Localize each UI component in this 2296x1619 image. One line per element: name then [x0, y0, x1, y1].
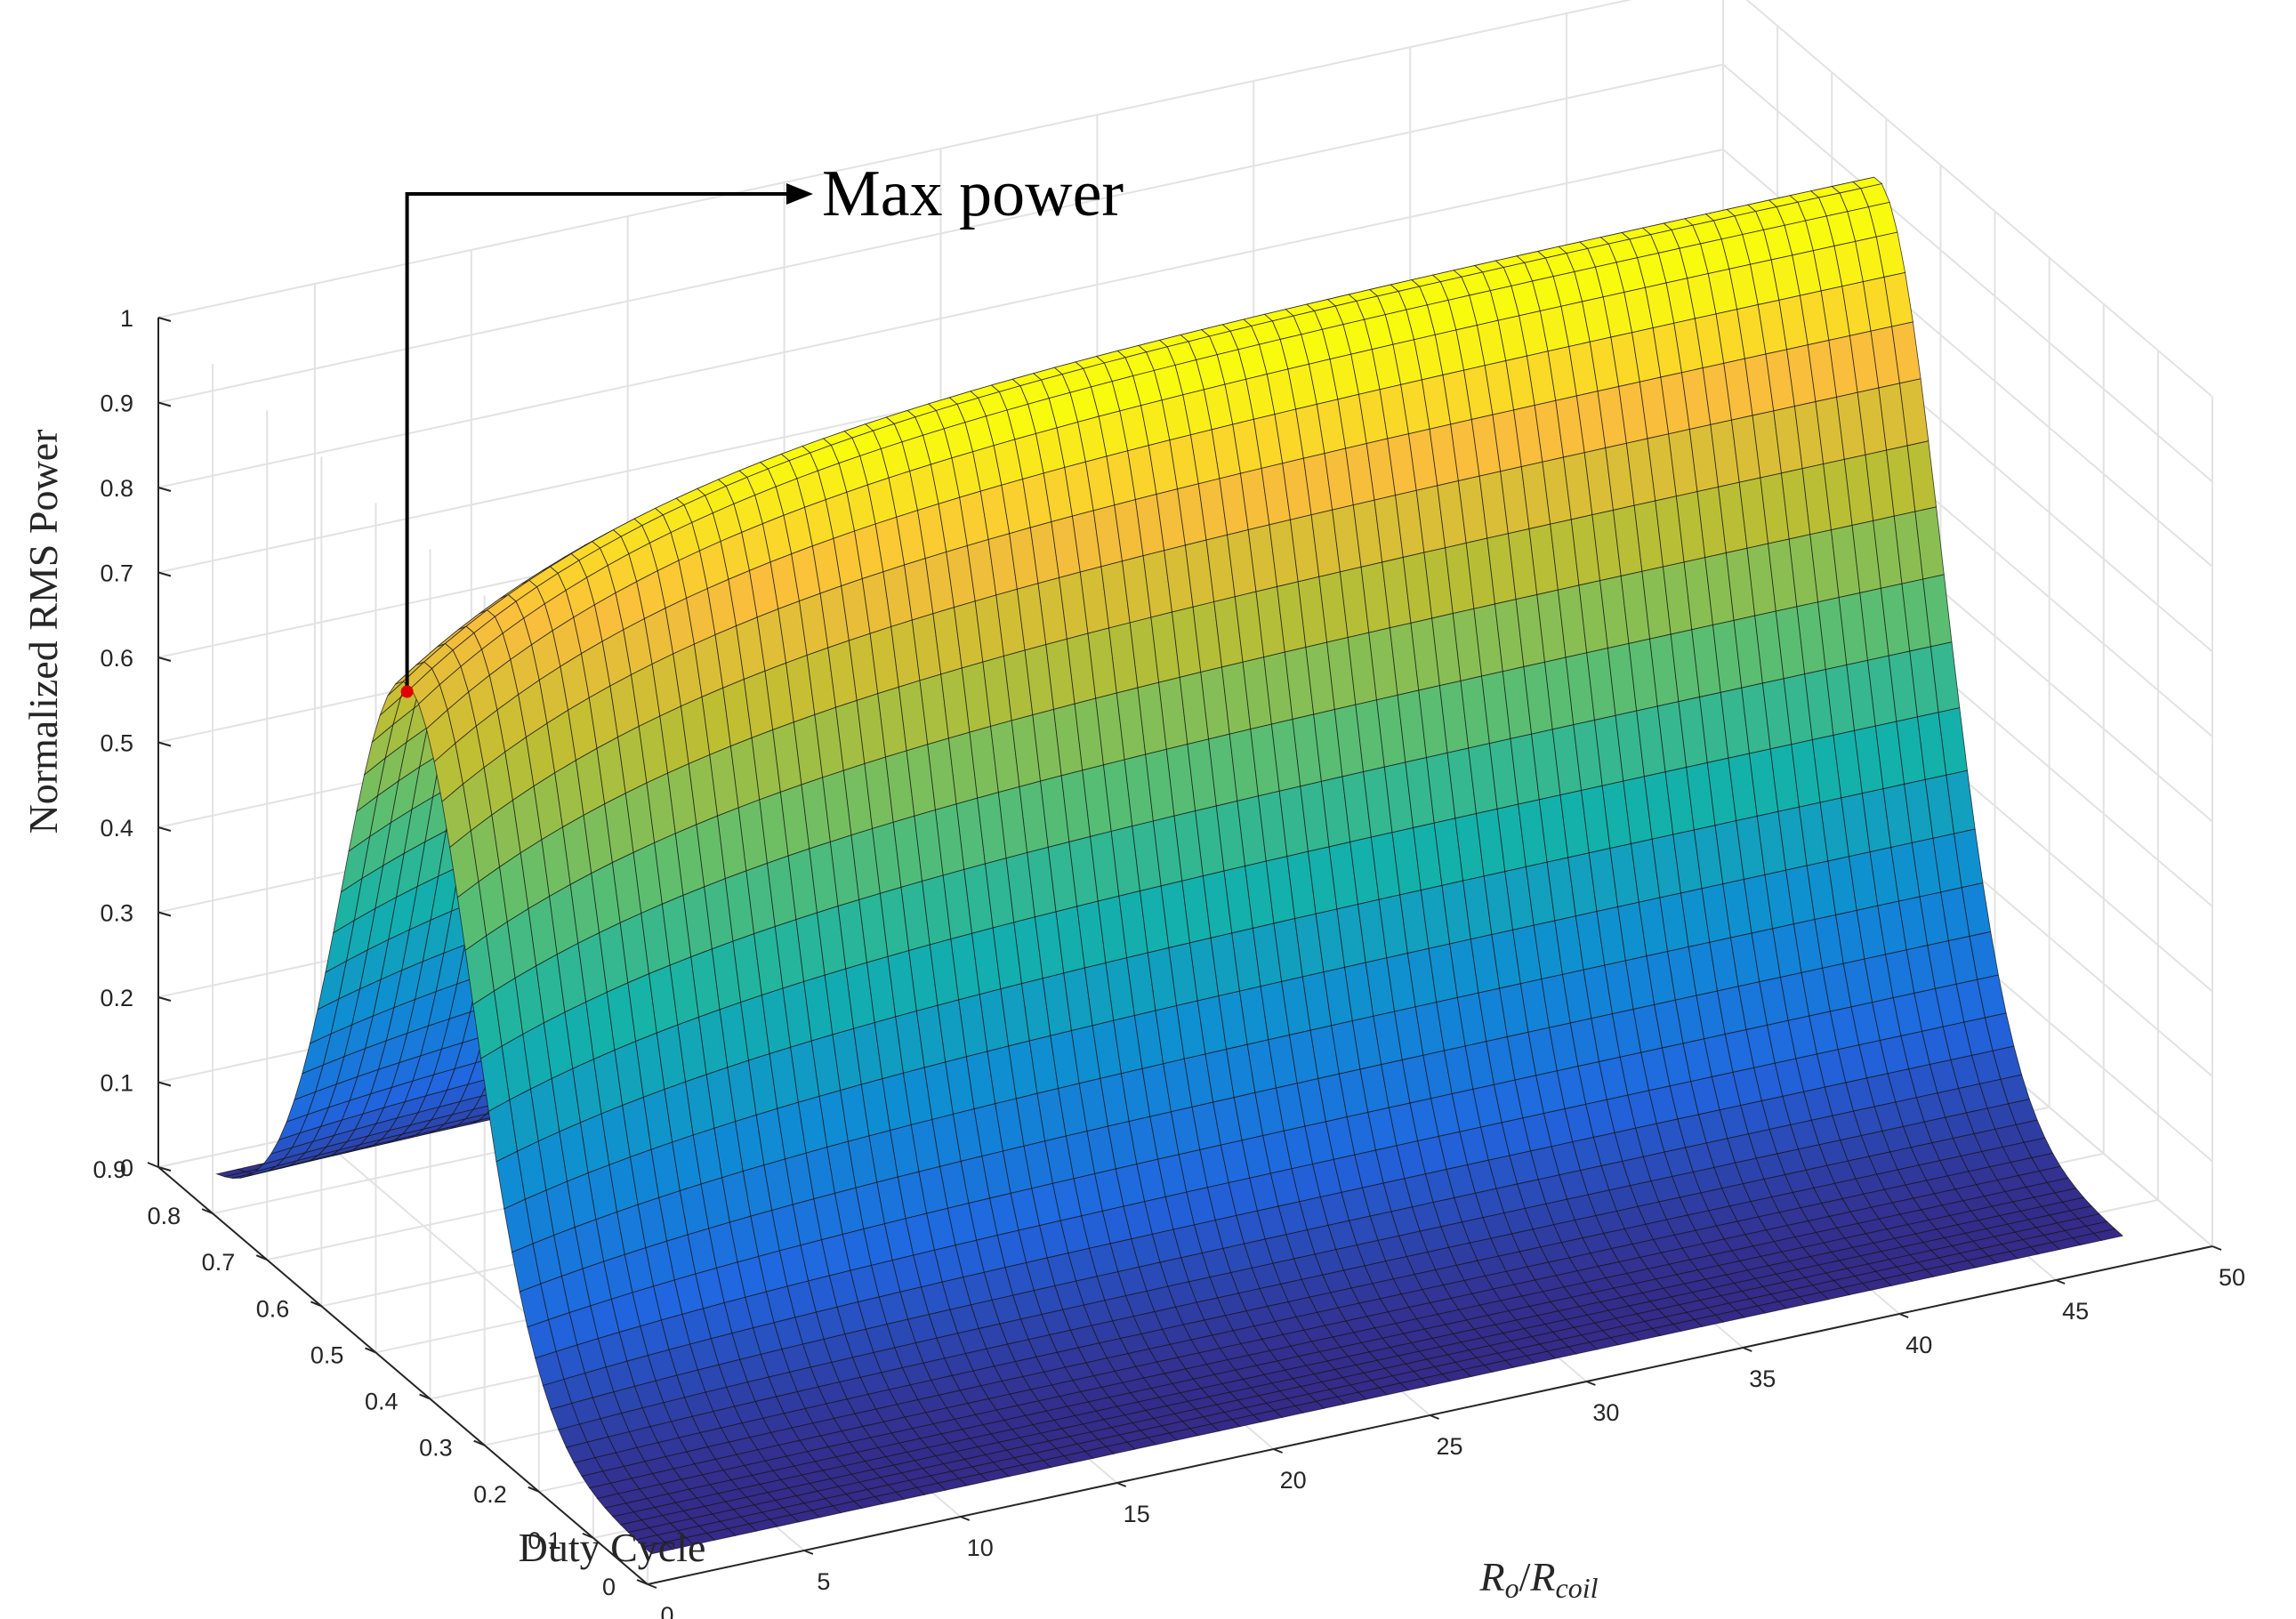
z-tick-mark	[157, 996, 172, 1002]
z-tick-mark	[157, 1081, 172, 1087]
x-axis-label-sub1: o	[1505, 1572, 1519, 1604]
z-tick-mark	[157, 1166, 172, 1172]
x-tick-mark	[2055, 1279, 2066, 1285]
surface	[215, 176, 2124, 1555]
y-tick-mark	[582, 1532, 594, 1539]
z-tick-label: 0.1	[100, 1070, 133, 1097]
x-tick-mark	[960, 1516, 971, 1521]
x-axis-label: Ro/Rcoil	[1479, 1554, 1599, 1604]
x-tick-label: 20	[1280, 1467, 1307, 1494]
x-tick-label: 40	[1905, 1332, 1932, 1358]
z-tick-mark	[157, 317, 172, 322]
y-tick-mark	[201, 1208, 213, 1215]
x-tick-mark	[1430, 1414, 1439, 1420]
grid-line	[1745, 0, 2213, 398]
max-power-marker	[400, 685, 414, 698]
y-tick-label: 0.1	[528, 1527, 561, 1554]
x-axis-label-sub2: coil	[1556, 1572, 1599, 1604]
grid-line	[157, 0, 1633, 318]
y-tick-label: 0.9	[93, 1156, 126, 1183]
y-tick-mark	[147, 1162, 159, 1168]
y-tick-mark	[473, 1439, 486, 1446]
x-tick-label: 5	[817, 1568, 830, 1595]
y-tick-label: 0	[602, 1574, 616, 1600]
x-tick-mark	[1898, 1313, 1909, 1318]
z-tick-mark	[157, 401, 172, 407]
y-tick-label: 0.6	[256, 1295, 290, 1322]
x-axis-label-sep: /	[1519, 1554, 1531, 1599]
z-tick-mark	[157, 741, 172, 747]
y-tick-mark	[255, 1254, 268, 1261]
z-tick-label: 0.2	[100, 985, 133, 1011]
grid-line	[157, 149, 1724, 488]
y-tick-label: 0.7	[202, 1249, 236, 1276]
x-tick-label: 30	[1592, 1399, 1619, 1426]
y-tick-label: 0.2	[473, 1481, 507, 1508]
y-tick-mark	[528, 1486, 540, 1493]
x-axis-label-base: R	[1479, 1554, 1505, 1599]
x-tick-label: 25	[1436, 1433, 1462, 1460]
x-tick-mark	[1273, 1448, 1283, 1454]
z-tick-mark	[157, 571, 172, 577]
x-tick-label: 35	[1749, 1365, 1776, 1392]
z-tick-mark	[157, 656, 172, 662]
x-tick-mark	[803, 1550, 814, 1555]
annotation-arrowhead	[786, 183, 813, 205]
grid-line	[1722, 63, 2213, 483]
x-tick-mark	[647, 1583, 657, 1589]
y-tick-mark	[419, 1393, 431, 1400]
grid-line	[157, 63, 1724, 404]
y-tick-label: 0.4	[365, 1389, 399, 1415]
x-tick-mark	[1586, 1381, 1596, 1386]
y-tick-label: 0.8	[148, 1203, 181, 1229]
y-tick-mark	[310, 1301, 322, 1308]
x-tick-label: 45	[2062, 1298, 2089, 1325]
x-tick-label: 10	[967, 1534, 994, 1561]
z-tick-mark	[157, 487, 172, 492]
z-tick-label: 0.3	[100, 900, 133, 927]
z-axis-label: Normalized RMS Power	[20, 430, 66, 834]
z-tick-label: 0.8	[100, 475, 133, 502]
x-tick-mark	[1116, 1482, 1127, 1487]
tick-labels: 00.10.20.30.40.50.60.70.80.9100.10.20.30…	[93, 305, 2245, 1619]
x-tick-label: 0	[660, 1602, 673, 1619]
z-tick-label: 1	[120, 305, 133, 332]
y-axis-label: Duty Cycle	[519, 1525, 706, 1570]
x-tick-mark	[1742, 1347, 1752, 1352]
x-axis-label-base-2: R	[1529, 1554, 1555, 1599]
annotation-leader-line	[405, 192, 790, 687]
y-tick-mark	[636, 1579, 649, 1585]
z-tick-label: 0.4	[100, 815, 133, 842]
z-tick-label: 0.6	[100, 645, 133, 672]
y-tick-mark	[365, 1347, 376, 1354]
y-axis-line	[157, 1166, 649, 1585]
max-power-annotation: Max power	[400, 157, 1124, 698]
z-tick-label: 0.7	[100, 560, 133, 587]
z-tick-label: 0	[120, 1155, 133, 1181]
y-tick-label: 0.3	[419, 1435, 453, 1462]
z-tick-mark	[157, 826, 172, 832]
annotation-text: Max power	[822, 157, 1124, 230]
x-tick-label: 50	[2219, 1264, 2245, 1291]
y-tick-label: 0.5	[310, 1341, 344, 1368]
z-tick-label: 0.5	[100, 730, 133, 757]
z-tick-label: 0.9	[100, 391, 133, 417]
surface-facet	[2092, 1228, 2124, 1241]
z-tick-mark	[157, 911, 172, 917]
x-tick-mark	[2211, 1245, 2222, 1251]
x-tick-label: 15	[1124, 1501, 1150, 1527]
